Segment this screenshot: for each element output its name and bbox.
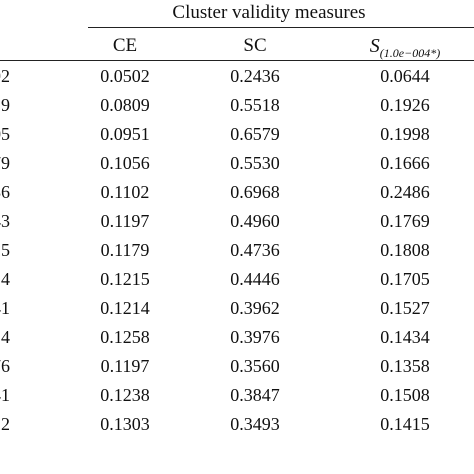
table-row: 19 0.0809 0.5518 0.1926 <box>0 91 474 119</box>
ce-cell: 0.1258 <box>100 327 150 347</box>
ce-cell: 0.1303 <box>100 414 150 434</box>
row-label-cell: 19 <box>0 95 10 115</box>
row-label-cell: 41 <box>0 385 10 405</box>
table-row: 05 0.0951 0.6579 0.1998 <box>0 120 474 148</box>
s-cell: 0.2486 <box>380 182 430 202</box>
sc-cell: 0.5518 <box>230 95 280 115</box>
s-cell: 0.1508 <box>380 385 430 405</box>
row-label-cell: 14 <box>0 269 10 289</box>
sc-cell: 0.2436 <box>230 66 280 86</box>
header-s-subscript: (1.0e−004*) <box>379 46 441 60</box>
table-caption: Cluster validity measures <box>172 2 366 23</box>
table-row: 14 0.1215 0.4446 0.1705 <box>0 265 474 293</box>
row-label-cell: 43 <box>0 211 10 231</box>
table-row: 43 0.1197 0.4960 0.1769 <box>0 207 474 235</box>
table-row: 79 0.1056 0.5530 0.1666 <box>0 149 474 177</box>
row-label-cell: 22 <box>0 414 10 434</box>
ce-cell: 0.1215 <box>100 269 150 289</box>
sc-cell: 0.3560 <box>230 356 280 376</box>
s-cell: 0.1666 <box>380 153 430 173</box>
header-s: S(1.0e−004*) <box>345 33 465 66</box>
row-label-cell: 76 <box>0 356 10 376</box>
header-row: CE SC S(1.0e−004*) <box>0 33 474 60</box>
row-label-cell: 25 <box>0 240 10 260</box>
table-row: 14 0.1258 0.3976 0.1434 <box>0 323 474 351</box>
sc-cell: 0.3976 <box>230 327 280 347</box>
table-row: 22 0.1303 0.3493 0.1415 <box>0 410 474 438</box>
ce-cell: 0.1056 <box>100 153 150 173</box>
s-cell: 0.1998 <box>380 124 430 144</box>
s-cell: 0.1926 <box>380 95 430 115</box>
s-cell: 0.0644 <box>380 66 430 86</box>
s-cell: 0.1434 <box>380 327 430 347</box>
row-label-cell: 92 <box>0 66 10 86</box>
sc-cell: 0.3847 <box>230 385 280 405</box>
row-label-cell: 14 <box>0 327 10 347</box>
table-row: 92 0.0502 0.2436 0.0644 <box>0 62 474 90</box>
caption-rule <box>88 27 474 28</box>
ce-cell: 0.1214 <box>100 298 150 318</box>
table-row: 36 0.1102 0.6968 0.2486 <box>0 178 474 206</box>
s-cell: 0.1527 <box>380 298 430 318</box>
ce-cell: 0.1102 <box>100 182 150 202</box>
header-ce: CE <box>112 35 138 56</box>
s-cell: 0.1415 <box>380 414 430 434</box>
ce-cell: 0.1197 <box>100 211 150 231</box>
row-label-cell: 79 <box>0 153 10 173</box>
sc-cell: 0.4960 <box>230 211 280 231</box>
row-label-cell: 05 <box>0 124 10 144</box>
ce-cell: 0.1179 <box>100 240 150 260</box>
ce-cell: 0.0502 <box>100 66 150 86</box>
table-row: 41 0.1238 0.3847 0.1508 <box>0 381 474 409</box>
ce-cell: 0.0951 <box>100 124 150 144</box>
sc-cell: 0.6579 <box>230 124 280 144</box>
row-label-cell: 41 <box>0 298 10 318</box>
sc-cell: 0.4736 <box>230 240 280 260</box>
s-cell: 0.1808 <box>380 240 430 260</box>
header-rule <box>0 60 474 61</box>
header-sc: SC <box>243 35 267 56</box>
table-row: 76 0.1197 0.3560 0.1358 <box>0 352 474 380</box>
sc-cell: 0.4446 <box>230 269 280 289</box>
sc-cell: 0.3493 <box>230 414 280 434</box>
ce-cell: 0.1238 <box>100 385 150 405</box>
s-cell: 0.1705 <box>380 269 430 289</box>
s-cell: 0.1769 <box>380 211 430 231</box>
sc-cell: 0.3962 <box>230 298 280 318</box>
sc-cell: 0.6968 <box>230 182 280 202</box>
table-row: 41 0.1214 0.3962 0.1527 <box>0 294 474 322</box>
header-s-symbol: S <box>369 35 380 57</box>
row-label-cell: 36 <box>0 182 10 202</box>
table-row: 25 0.1179 0.4736 0.1808 <box>0 236 474 264</box>
s-cell: 0.1358 <box>380 356 430 376</box>
ce-cell: 0.0809 <box>100 95 150 115</box>
ce-cell: 0.1197 <box>100 356 150 376</box>
sc-cell: 0.5530 <box>230 153 280 173</box>
